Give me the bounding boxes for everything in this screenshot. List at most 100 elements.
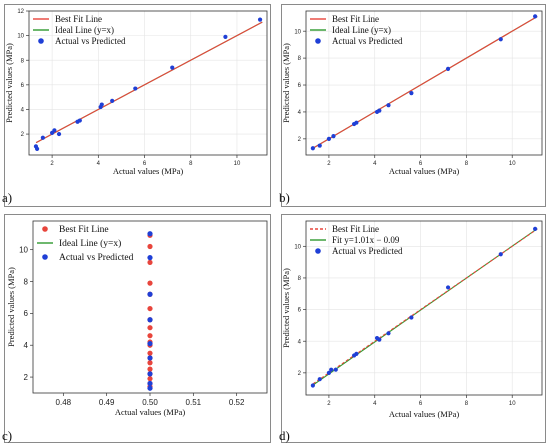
- chart-d: 2 4 6 8 10 2 4 6 8 10 Actual values (MPa) Predicted…: [281, 220, 543, 419]
- data-point: [147, 243, 153, 250]
- data-point: [147, 376, 153, 382]
- data-point: [147, 305, 153, 312]
- data-point: [329, 367, 334, 372]
- data-point: [354, 120, 359, 125]
- data-point: [147, 360, 153, 366]
- data-point: [354, 351, 359, 356]
- y-tick-label: 4: [298, 110, 302, 116]
- legend-label: Actual vs Predicted: [59, 253, 134, 263]
- legend-label: Ideal Line (y=x): [332, 25, 391, 35]
- data-point: [333, 367, 338, 372]
- data-point: [317, 377, 322, 382]
- y-tick-label: 8: [298, 276, 302, 282]
- data-point: [409, 315, 414, 320]
- data-point: [310, 383, 315, 388]
- data-point: [147, 380, 153, 387]
- panel-letter-a: a): [2, 190, 13, 205]
- x-tick-label: 2: [50, 161, 54, 167]
- data-point: [326, 370, 332, 375]
- data-point: [147, 385, 153, 391]
- y-tick-label: 10: [19, 245, 28, 254]
- data-point: [170, 65, 175, 70]
- panel-letter-d: d): [279, 428, 290, 443]
- data-point: [147, 259, 153, 266]
- x-tick-label: 6: [143, 161, 147, 167]
- chart-a: 2 4 6 8 10 2 4 6 8 10 12 Actual values (MPa) Predict…: [4, 9, 268, 176]
- x-tick-label: 0.51: [186, 398, 202, 407]
- x-tick-label: 0.49: [99, 398, 115, 407]
- plot-frame: [28, 10, 268, 156]
- data-point: [147, 280, 153, 286]
- legend-label: Actual vs Predicted: [332, 36, 403, 46]
- y-tick-label: 6: [298, 308, 302, 314]
- panel-c: 0.48 0.49 0.50 0.51 0.52 2 4 6 8 10 Actual values …: [4, 214, 271, 443]
- x-tick-label: 2: [327, 401, 331, 407]
- legend-swatch-dot: [42, 226, 48, 232]
- x-axis-label: Actual values (MPa): [389, 409, 460, 419]
- y-tick-label: 6: [24, 309, 29, 318]
- data-point: [40, 135, 45, 140]
- y-tick-label: 2: [298, 371, 302, 377]
- x-tick-label: 8: [465, 161, 469, 167]
- x-tick-label: 2: [327, 161, 331, 167]
- x-axis-label: Actual values (MPa): [389, 166, 460, 176]
- legend-swatch-dot: [315, 248, 321, 254]
- data-point: [110, 98, 115, 103]
- legend-label: Actual vs Predicted: [332, 246, 403, 256]
- y-tick-label: 2: [21, 132, 25, 138]
- y-axis-label: Predicted values (MPa): [281, 43, 291, 123]
- data-point: [147, 317, 153, 323]
- data-point: [52, 128, 57, 133]
- data-point: [223, 34, 228, 39]
- data-point: [34, 146, 40, 151]
- x-tick-label: 6: [419, 161, 423, 167]
- chart-b: 2 4 6 8 10 2 4 6 8 10 Actual values (MPa) Predicted…: [281, 10, 543, 176]
- data-point: [257, 17, 263, 22]
- x-tick-label: 0.52: [229, 398, 245, 407]
- data-point: [377, 108, 382, 113]
- data-point: [533, 14, 538, 19]
- y-tick-label: 10: [17, 34, 24, 40]
- legend-label: Fit y=1.01x − 0.09: [332, 235, 400, 245]
- x-tick-label: 10: [509, 161, 516, 167]
- y-axis-label: Predicted values (MPa): [4, 43, 14, 123]
- data-point: [147, 325, 153, 331]
- panel-a: 2 4 6 8 10 2 4 6 8 10 12 Actual values (MPa) Predict…: [4, 4, 271, 207]
- x-tick-label: 10: [509, 401, 516, 407]
- y-tick-label: 12: [17, 9, 24, 15]
- x-tick-label: 10: [234, 161, 241, 167]
- plot-frame: [305, 220, 543, 396]
- data-point: [331, 134, 336, 139]
- data-point: [409, 90, 414, 96]
- data-point: [310, 146, 315, 151]
- y-tick-label: 2: [24, 373, 29, 382]
- data-point: [317, 143, 322, 148]
- panel-d: 2 4 6 8 10 2 4 6 8 10 Actual values (MPa) Predicted…: [281, 214, 546, 443]
- chart-c: 0.48 0.49 0.50 0.51 0.52 2 4 6 8 10 Actual values …: [6, 220, 268, 417]
- data-point: [498, 37, 503, 42]
- x-tick-label: 4: [97, 161, 101, 167]
- legend-label: Ideal Line (y=x): [59, 238, 121, 249]
- data-point: [377, 337, 382, 342]
- y-tick-label: 8: [24, 277, 29, 286]
- legend-label: Ideal Line (y=x): [55, 25, 114, 35]
- data-point: [147, 355, 153, 361]
- y-tick-label: 8: [298, 56, 302, 62]
- x-axis-label: Actual values (MPa): [115, 407, 186, 417]
- data-point: [147, 341, 153, 347]
- x-tick-label: 0.48: [56, 398, 72, 407]
- data-point: [133, 86, 138, 91]
- data-point: [445, 66, 451, 71]
- legend-label: Best Fit Line: [332, 224, 379, 234]
- y-tick-label: 10: [294, 244, 301, 250]
- data-point: [147, 350, 153, 356]
- data-point: [77, 118, 82, 123]
- data-point: [533, 226, 538, 232]
- legend-swatch-dot: [315, 38, 321, 44]
- legend-label: Best Fit Line: [55, 14, 102, 24]
- y-tick-label: 8: [21, 58, 25, 64]
- data-point: [99, 102, 104, 107]
- y-tick-label: 10: [294, 29, 301, 35]
- panel-letter-b: b): [279, 190, 290, 205]
- x-tick-label: 0.50: [142, 398, 158, 407]
